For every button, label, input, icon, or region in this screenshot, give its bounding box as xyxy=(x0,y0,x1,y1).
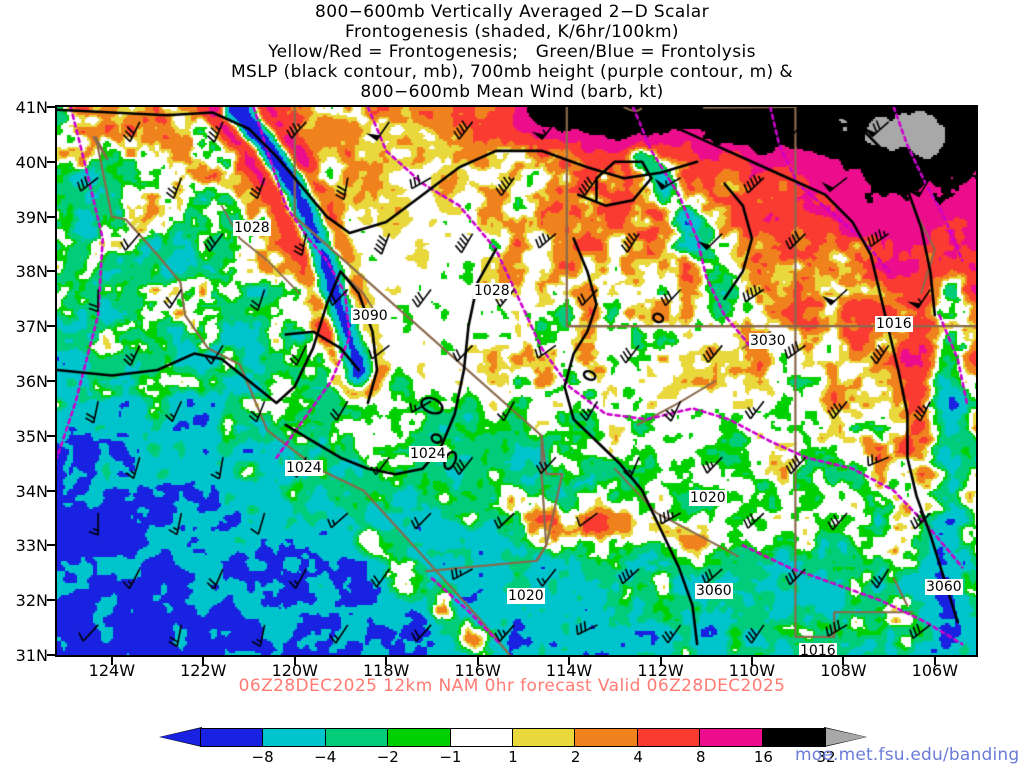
y-axis-tick xyxy=(47,160,55,163)
source-watermark: moe.met.fsu.edu/banding xyxy=(795,745,1020,765)
frontogenesis-map-canvas[interactable] xyxy=(57,107,976,655)
title-line-1: 800−600mb Vertically Averaged 2−D Scalar xyxy=(315,2,709,22)
mslp-contour-label: 1016 xyxy=(875,316,913,332)
y-axis-tick xyxy=(47,215,55,218)
x-axis-label: 110W xyxy=(728,661,776,680)
x-axis-label: 114W xyxy=(545,661,593,680)
x-axis-tick xyxy=(293,657,296,665)
x-axis-tick xyxy=(659,657,662,665)
x-axis-tick xyxy=(110,657,113,665)
mslp-contour-label: 1028 xyxy=(233,220,271,236)
y-axis-label: 39N xyxy=(15,207,48,227)
chart-title-block: 800−600mb Vertically Averaged 2−D Scalar… xyxy=(0,2,1024,102)
colorbar-segment[interactable] xyxy=(388,729,451,746)
height-contour-label: 3030 xyxy=(749,333,787,349)
x-axis-tick xyxy=(476,657,479,665)
colorbar-segment[interactable] xyxy=(513,729,576,746)
mslp-contour-label: 1024 xyxy=(285,460,323,476)
colorbar-segments[interactable] xyxy=(200,728,826,747)
mslp-contour-label: 1024 xyxy=(409,446,447,462)
colorbar-segment[interactable] xyxy=(263,729,326,746)
height-contour-label: 3060 xyxy=(695,583,733,599)
mslp-contour-label: 1016 xyxy=(799,643,837,657)
map-plot-area[interactable]: 1028102810241024102010201016101610121012… xyxy=(55,105,978,657)
x-axis-label: 124W xyxy=(88,661,136,680)
mslp-contour-label: 1020 xyxy=(507,588,545,604)
y-axis-tick xyxy=(47,599,55,602)
x-axis-label: 108W xyxy=(820,661,867,680)
colorbar-segment[interactable] xyxy=(575,729,638,746)
colorbar-segment[interactable] xyxy=(325,729,389,746)
colorbar-tick-label: 16 xyxy=(753,748,773,766)
mslp-contour-label: 1020 xyxy=(689,490,727,506)
y-axis-tick xyxy=(47,434,55,437)
y-axis-tick xyxy=(47,654,55,656)
colorbar-tick-label: −8 xyxy=(251,748,274,766)
x-axis-tick xyxy=(842,657,845,665)
y-axis-tick xyxy=(47,325,55,328)
y-axis-label: 38N xyxy=(15,262,48,282)
colorbar-tick-label: 32 xyxy=(816,748,836,766)
title-line-5: 800−600mb Mean Wind (barb, kt) xyxy=(360,82,664,102)
colorbar-tick-label: 2 xyxy=(570,748,581,766)
y-axis-label: 35N xyxy=(15,426,48,446)
colorbar-tick-label: −2 xyxy=(376,748,399,766)
title-line-4: MSLP (black contour, mb), 700mb height (… xyxy=(230,62,794,82)
colorbar-segment[interactable] xyxy=(201,729,264,746)
colorbar[interactable]: −8 −4 −2 −1 1 2 4 8 16 32 xyxy=(159,727,867,768)
colorbar-segment[interactable] xyxy=(700,729,763,746)
y-axis-label: 33N xyxy=(15,536,48,556)
height-contour-label: 3060 xyxy=(925,579,963,595)
x-axis-label: 116W xyxy=(454,661,501,680)
forecast-caption: 06Z28DEC2025 12km NAM 0hr forecast Valid… xyxy=(238,676,786,696)
colorbar-tick-label: −1 xyxy=(439,748,462,766)
colorbar-tick-label: 8 xyxy=(696,748,706,766)
x-axis-label: 106W xyxy=(911,661,959,680)
height-contour-label: 3090 xyxy=(351,308,389,324)
colorbar-segment[interactable] xyxy=(637,729,701,746)
y-axis-tick xyxy=(47,106,55,108)
colorbar-tick-label: 4 xyxy=(633,748,643,766)
x-axis-label: 112W xyxy=(637,661,684,680)
y-axis-label: 31N xyxy=(15,646,48,665)
colorbar-tick-label: −4 xyxy=(314,748,337,766)
colorbar-segment[interactable] xyxy=(450,729,514,746)
y-axis-tick xyxy=(47,489,55,492)
y-axis-label: 32N xyxy=(15,591,48,611)
mslp-contour-label: 1028 xyxy=(473,283,511,299)
y-axis-tick xyxy=(47,270,55,273)
y-axis-label: 40N xyxy=(15,152,48,172)
x-axis-label: 120W xyxy=(271,661,318,680)
y-axis-tick xyxy=(47,380,55,382)
colorbar-underflow-arrow xyxy=(160,728,201,746)
y-axis-label: 41N xyxy=(15,98,48,117)
x-axis-tick xyxy=(568,657,571,665)
y-axis-tick xyxy=(47,544,55,547)
colorbar-segment[interactable] xyxy=(762,729,826,746)
colorbar-overflow-arrow xyxy=(825,728,866,746)
colorbar-tick-label: 1 xyxy=(508,748,518,766)
x-axis-label: 118W xyxy=(363,661,410,680)
y-axis-label: 36N xyxy=(15,372,48,391)
x-axis-tick xyxy=(750,657,753,665)
y-axis-label: 37N xyxy=(15,317,48,337)
title-line-2: Frontogenesis (shaded, K/6hr/100km) xyxy=(345,22,679,42)
x-axis-tick xyxy=(933,657,936,665)
x-axis-tick xyxy=(202,657,205,665)
y-axis-label: 34N xyxy=(15,481,48,501)
x-axis-label: 122W xyxy=(180,661,227,680)
x-axis-tick xyxy=(385,657,388,665)
title-line-3: Yellow/Red = Frontogenesis; Green/Blue =… xyxy=(268,42,756,62)
